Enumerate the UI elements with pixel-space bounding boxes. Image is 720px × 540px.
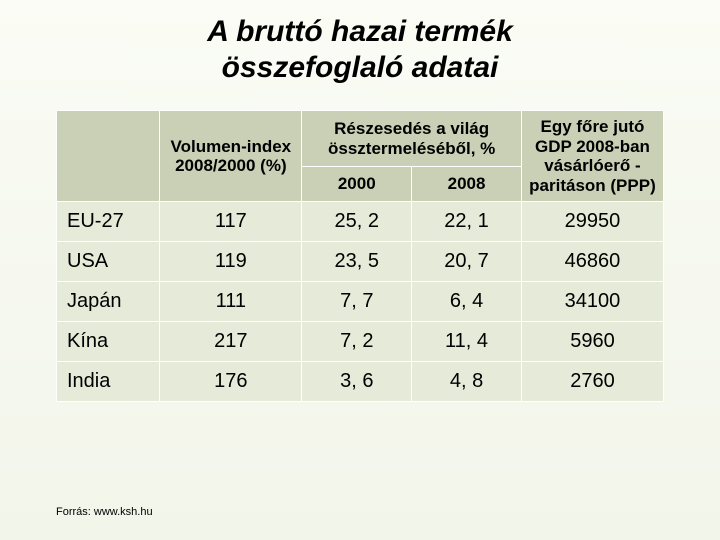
- table-container: Volumen-index 2008/2000 (%) Részesedés a…: [56, 110, 664, 402]
- cell: 11, 4: [412, 322, 522, 362]
- header-2000: 2000: [302, 167, 412, 202]
- row-label: EU-27: [57, 202, 160, 242]
- cell: 22, 1: [412, 202, 522, 242]
- title-line2: összefoglaló adatai: [222, 51, 499, 84]
- header-2008: 2008: [412, 167, 522, 202]
- cell: 23, 5: [302, 242, 412, 282]
- cell: 217: [160, 322, 302, 362]
- cell: 5960: [521, 322, 663, 362]
- cell: 7, 2: [302, 322, 412, 362]
- cell: 29950: [521, 202, 663, 242]
- cell: 3, 6: [302, 362, 412, 402]
- cell: 117: [160, 202, 302, 242]
- cell: 7, 7: [302, 282, 412, 322]
- header-egyfore: Egy főre jutó GDP 2008-ban vásárlóerő -p…: [521, 111, 663, 202]
- cell: 4, 8: [412, 362, 522, 402]
- table-row: EU-27 117 25, 2 22, 1 29950: [57, 202, 664, 242]
- cell: 46860: [521, 242, 663, 282]
- slide-title: A bruttó hazai termék összefoglaló adata…: [0, 0, 720, 86]
- table-row: USA 119 23, 5 20, 7 46860: [57, 242, 664, 282]
- table-row: India 176 3, 6 4, 8 2760: [57, 362, 664, 402]
- cell: 111: [160, 282, 302, 322]
- row-label: India: [57, 362, 160, 402]
- header-blank: [57, 111, 160, 202]
- cell: 20, 7: [412, 242, 522, 282]
- cell: 6, 4: [412, 282, 522, 322]
- row-label: USA: [57, 242, 160, 282]
- cell: 25, 2: [302, 202, 412, 242]
- cell: 34100: [521, 282, 663, 322]
- header-reszesedes: Részesedés a világ össztermeléséből, %: [302, 111, 522, 167]
- table-row: Japán 111 7, 7 6, 4 34100: [57, 282, 664, 322]
- row-label: Japán: [57, 282, 160, 322]
- row-label: Kína: [57, 322, 160, 362]
- cell: 2760: [521, 362, 663, 402]
- table-row: Kína 217 7, 2 11, 4 5960: [57, 322, 664, 362]
- title-line1: A bruttó hazai termék: [207, 15, 513, 48]
- header-volumen: Volumen-index 2008/2000 (%): [160, 111, 302, 202]
- cell: 119: [160, 242, 302, 282]
- cell: 176: [160, 362, 302, 402]
- source-text: Forrás: www.ksh.hu: [56, 506, 153, 518]
- gdp-table: Volumen-index 2008/2000 (%) Részesedés a…: [56, 110, 664, 402]
